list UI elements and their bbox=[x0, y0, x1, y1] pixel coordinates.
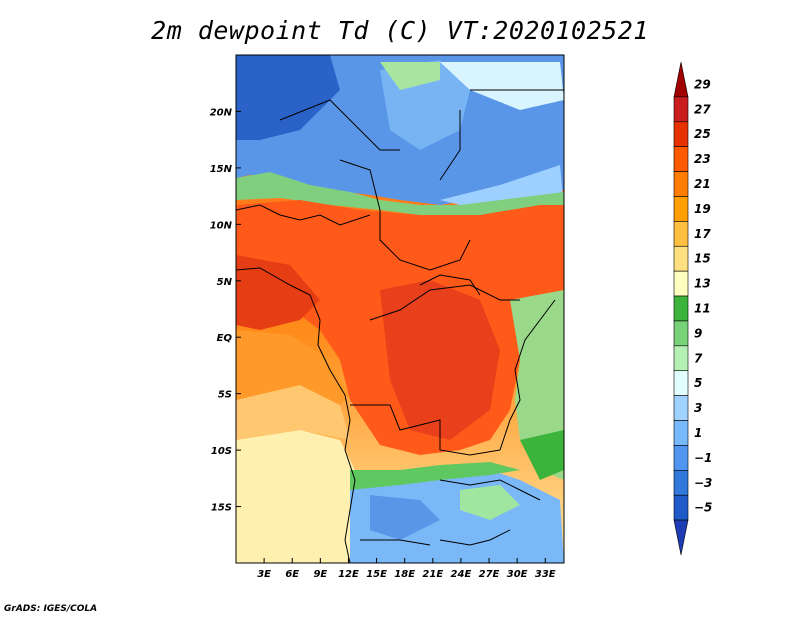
colorbar-label: −5 bbox=[694, 501, 712, 515]
colorbar-segment bbox=[673, 121, 689, 147]
lon-tick-label: 33E bbox=[535, 569, 556, 580]
colorbar-segment bbox=[673, 320, 689, 347]
lat-tick-label: 5S bbox=[218, 390, 232, 401]
colorbar-segment bbox=[673, 370, 689, 396]
lat-tick-label: EQ bbox=[217, 333, 233, 344]
colorbar-label: 9 bbox=[694, 326, 702, 340]
lon-tick-label: 18E bbox=[394, 569, 415, 580]
lon-tick-label: 9E bbox=[313, 569, 327, 580]
colorbar-label: 5 bbox=[694, 376, 702, 390]
lon-tick-label: 6E bbox=[285, 569, 299, 580]
lon-tick-label: 21E bbox=[422, 569, 443, 580]
map-frame bbox=[235, 54, 565, 564]
lon-tick-label: 12E bbox=[338, 569, 359, 580]
lon-tick-label: 3E bbox=[257, 569, 271, 580]
grads-credit: GrADS: IGES/COLA bbox=[4, 604, 98, 614]
map-title: 2m dewpoint Td (C) VT:2020102521 bbox=[151, 16, 649, 45]
lon-tick-label: 30E bbox=[507, 569, 528, 580]
colorbar-label: −3 bbox=[694, 476, 712, 490]
lat-tick-label: 15S bbox=[211, 503, 232, 514]
dewpoint-field bbox=[236, 55, 564, 563]
lat-tick-label: 15N bbox=[210, 164, 233, 175]
colorbar-label: −1 bbox=[694, 451, 712, 465]
colorbar-segment bbox=[673, 345, 689, 372]
lat-tick-label: 10S bbox=[211, 446, 232, 457]
colorbar-segment bbox=[673, 196, 689, 222]
colorbar-label: 25 bbox=[694, 127, 711, 141]
colorbar-segment bbox=[673, 470, 689, 496]
lat-tick-label: 20N bbox=[210, 107, 233, 118]
colorbar-segment bbox=[673, 221, 689, 247]
colorbar-label: 19 bbox=[694, 202, 711, 216]
colorbar: 29 27 25 23 21 19 17 15 13 11 9 7 5 3 1 −1 −3 −5 bbox=[673, 61, 712, 556]
colorbar-label: 27 bbox=[694, 102, 711, 116]
lat-tick-label: 5N bbox=[217, 277, 233, 288]
lon-tick-label: 27E bbox=[479, 569, 500, 580]
colorbar-label: 11 bbox=[694, 302, 711, 316]
latitude-axis: 20N 15N 10N 5N EQ 5S 10S 15S bbox=[210, 107, 241, 514]
colorbar-label: 7 bbox=[694, 351, 703, 365]
colorbar-segment bbox=[673, 445, 689, 471]
colorbar-label: 3 bbox=[694, 401, 702, 415]
colorbar-label: 21 bbox=[694, 177, 711, 191]
colorbar-segment bbox=[673, 494, 689, 521]
colorbar-label: 1 bbox=[694, 426, 702, 440]
colorbar-segment bbox=[673, 519, 689, 556]
colorbar-segment bbox=[673, 61, 689, 98]
longitude-axis: 3E 6E 9E 12E 15E 18E 21E 24E 27E 30E 33E bbox=[257, 558, 556, 580]
colorbar-label: 23 bbox=[694, 152, 711, 166]
lat-tick-label: 10N bbox=[210, 220, 233, 231]
colorbar-label: 17 bbox=[694, 227, 711, 241]
colorbar-segment bbox=[673, 96, 689, 123]
colorbar-label: 29 bbox=[694, 77, 711, 91]
colorbar-label: 15 bbox=[694, 252, 711, 266]
colorbar-segment bbox=[673, 395, 689, 421]
colorbar-segment bbox=[673, 295, 689, 322]
colorbar-segment bbox=[673, 146, 689, 172]
colorbar-segment bbox=[673, 270, 689, 297]
colorbar-label: 13 bbox=[694, 277, 711, 291]
colorbar-segment bbox=[673, 171, 689, 197]
country-borders bbox=[236, 89, 564, 563]
lon-tick-label: 15E bbox=[366, 569, 387, 580]
lon-tick-label: 24E bbox=[451, 569, 472, 580]
colorbar-segment bbox=[673, 420, 689, 446]
colorbar-segment bbox=[673, 245, 689, 272]
